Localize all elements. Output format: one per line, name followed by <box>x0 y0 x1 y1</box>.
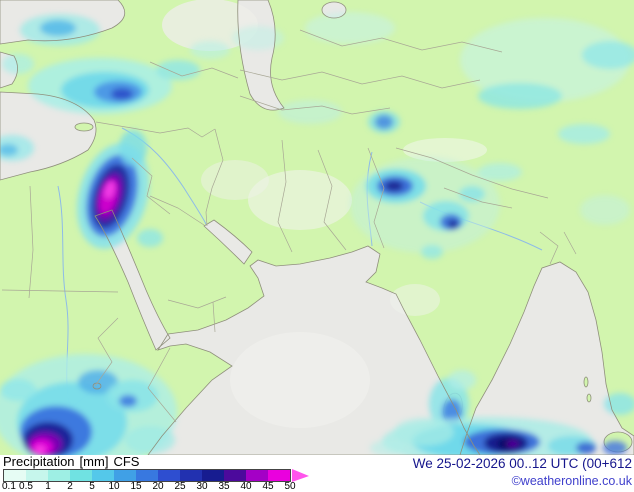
legend-tick-label: 30 <box>196 481 208 492</box>
legend-cell <box>180 470 202 481</box>
legend-cell <box>268 470 290 481</box>
legend-cell <box>4 470 26 481</box>
legend-tick-label: 0.1 <box>2 481 16 492</box>
legend-arrow <box>292 469 309 482</box>
legend-tick-label: 10 <box>108 481 120 492</box>
legend-cell <box>26 470 48 481</box>
legend-cell <box>202 470 224 481</box>
legend-cell <box>158 470 180 481</box>
precipitation-map <box>0 0 634 455</box>
legend-cell <box>70 470 92 481</box>
legend-tick-label: 2 <box>67 481 73 492</box>
legend-cell <box>246 470 268 481</box>
legend-title-unit: [mm] <box>79 454 109 469</box>
legend-title: Precipitation [mm] CFS <box>3 455 144 468</box>
legend-cell <box>136 470 158 481</box>
legend-tick-label: 40 <box>240 481 252 492</box>
legend-cell <box>224 470 246 481</box>
legend-ticks: 0.1 0.5 1 2 5 10 15 20 25 30 35 40 45 50 <box>2 481 344 492</box>
legend-scale-bar <box>3 469 291 482</box>
legend-cell <box>114 470 136 481</box>
legend-tick-label: 50 <box>284 481 296 492</box>
legend-title-model: CFS <box>113 454 140 469</box>
legend-title-label: Precipitation <box>3 454 75 469</box>
copyright-link[interactable]: ©weatheronline.co.uk <box>511 474 632 488</box>
legend-tick-label: 25 <box>174 481 186 492</box>
legend-tick-label: 15 <box>130 481 142 492</box>
legend-tick-label: 5 <box>89 481 95 492</box>
legend-tick-label: 20 <box>152 481 164 492</box>
trace-precip-layer <box>162 0 487 428</box>
forecast-datetime: We 25-02-2026 00..12 UTC (00+612 <box>412 456 632 471</box>
legend-tick-label: 0.5 <box>19 481 33 492</box>
map-area <box>0 0 634 455</box>
legend-tick-label: 45 <box>262 481 274 492</box>
legend-cell <box>92 470 114 481</box>
border-layer <box>1 29 577 423</box>
legend-tick-label: 1 <box>45 481 51 492</box>
legend-footer-bar: Precipitation [mm] CFS 0.1 0.5 1 2 5 10 15 20 25 30… <box>0 455 634 492</box>
legend-cell <box>48 470 70 481</box>
legend-tick-label: 35 <box>218 481 230 492</box>
